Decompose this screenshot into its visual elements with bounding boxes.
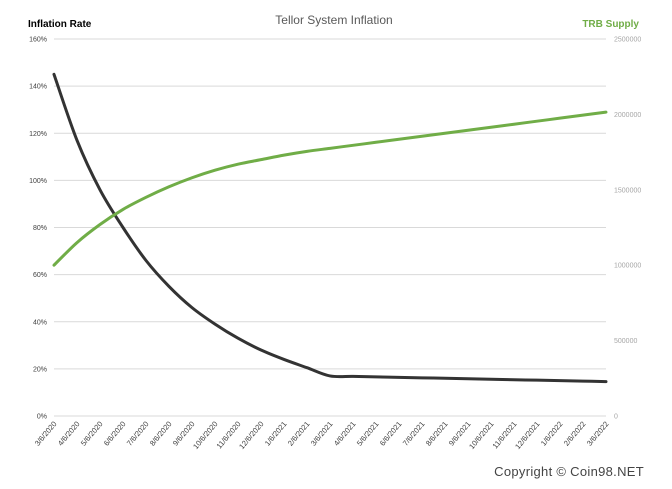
gridlines (54, 38, 606, 417)
x-tick-label: 4/6/2021 (332, 420, 358, 448)
left-axis-ticks: 0% 20% 40% 60% 80% 100% 120% 140% 160% (29, 37, 47, 421)
right-axis-label: TRB Supply (582, 19, 639, 30)
left-axis-label: Inflation Rate (28, 19, 92, 30)
x-tick-label: 1/6/2021 (263, 420, 289, 448)
y-tick-label: 20% (33, 366, 47, 373)
x-tick-label: 2/6/2022 (562, 420, 588, 448)
y-tick-label: 0% (37, 414, 47, 421)
x-tick-label: 8/6/2021 (424, 420, 450, 448)
trb-supply-line (52, 110, 608, 267)
y-tick-label: 40% (33, 319, 47, 326)
x-tick-label: 4/6/2020 (56, 420, 82, 448)
y2-tick-label: 2500000 (614, 37, 641, 44)
y2-tick-label: 1500000 (614, 187, 641, 194)
y-tick-label: 80% (33, 225, 47, 232)
x-tick-label: 6/6/2021 (378, 420, 404, 448)
x-tick-label: 8/6/2020 (148, 420, 174, 448)
inflation-rate-line (52, 72, 608, 384)
chart-title: Tellor System Inflation (275, 13, 392, 27)
series-lines (52, 72, 608, 384)
y2-tick-label: 500000 (614, 338, 637, 345)
y2-tick-label: 2000000 (614, 112, 641, 119)
x-tick-label: 5/6/2020 (79, 420, 105, 448)
y-tick-label: 120% (29, 131, 47, 138)
y-tick-label: 160% (29, 37, 47, 44)
x-tick-label: 3/6/2021 (309, 420, 335, 448)
x-tick-label: 3/6/2020 (33, 420, 59, 448)
x-axis-ticks: 3/6/20204/6/20205/6/20206/6/20207/6/2020… (33, 420, 611, 451)
x-tick-label: 1/6/2022 (539, 420, 565, 448)
x-tick-label: 5/6/2021 (355, 420, 381, 448)
x-tick-label: 12/6/2020 (237, 420, 265, 451)
x-tick-label: 12/6/2021 (513, 420, 541, 451)
x-tick-label: 7/6/2021 (401, 420, 427, 448)
x-tick-label: 7/6/2020 (125, 420, 151, 448)
copyright-watermark: Copyright © Coin98.NET (494, 464, 644, 479)
x-tick-label: 2/6/2021 (286, 420, 312, 448)
right-axis-ticks: 0 500000 1000000 1500000 2000000 2500000 (614, 37, 641, 421)
y-tick-label: 140% (29, 84, 47, 91)
y2-tick-label: 0 (614, 414, 618, 421)
y-tick-label: 60% (33, 272, 47, 279)
x-tick-label: 6/6/2020 (102, 420, 128, 448)
x-tick-label: 3/6/2022 (585, 420, 611, 448)
y2-tick-label: 1000000 (614, 263, 641, 270)
y-tick-label: 100% (29, 178, 47, 185)
